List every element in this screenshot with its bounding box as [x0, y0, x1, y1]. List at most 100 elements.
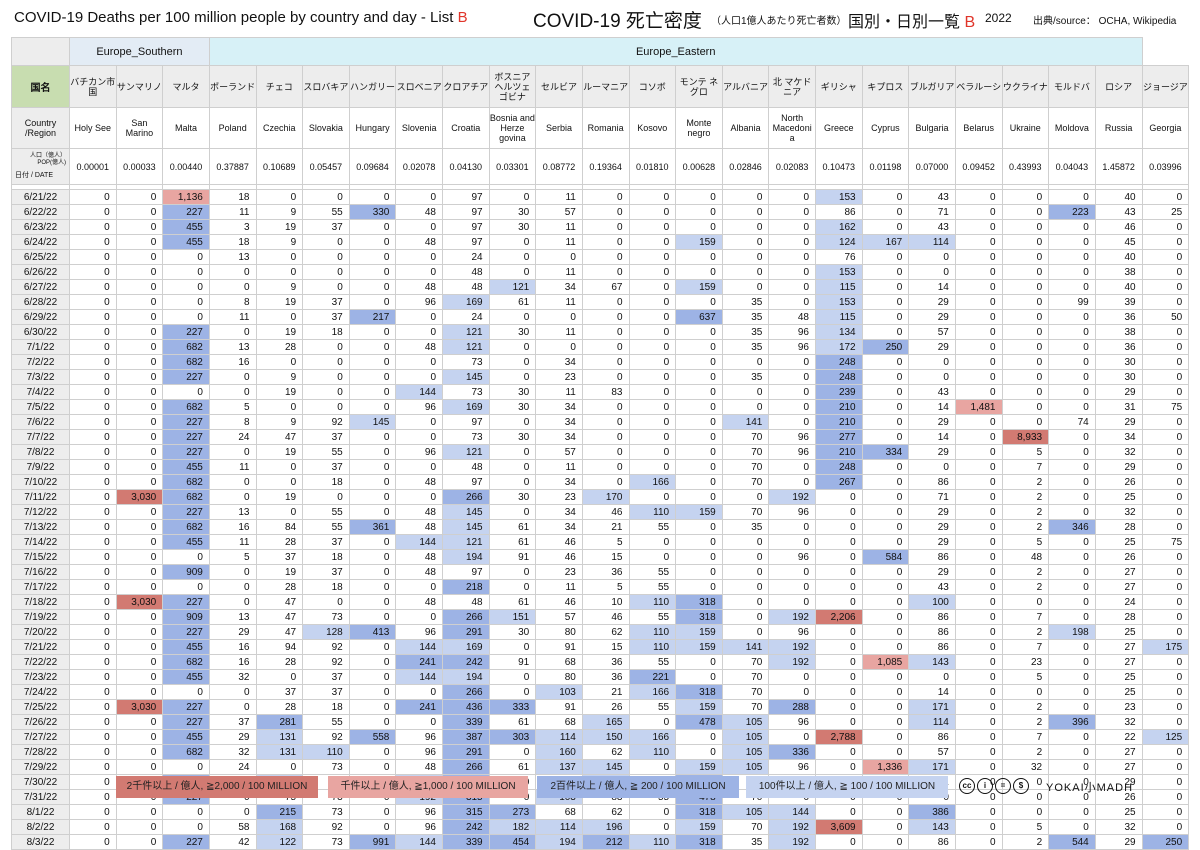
- value-cell: 0: [768, 579, 816, 595]
- value-cell: 0: [954, 639, 1003, 655]
- value-cell: 0: [861, 414, 910, 430]
- value-cell: 18: [302, 324, 350, 340]
- value-cell: 0: [1141, 369, 1190, 385]
- value-cell: 2: [1001, 834, 1050, 850]
- value-cell: 23: [1001, 654, 1050, 670]
- value-cell: 0: [768, 564, 816, 580]
- value-cell: 0: [302, 399, 350, 415]
- value-cell: 0: [69, 309, 117, 325]
- value-cell: 0: [535, 339, 583, 355]
- value-cell: 0: [1141, 459, 1190, 475]
- country-name-en: Russia: [1094, 107, 1143, 149]
- value-cell: 0: [488, 639, 537, 655]
- value-cell: 67: [581, 279, 630, 295]
- value-cell: 0: [348, 819, 397, 835]
- value-cell: 0: [815, 639, 863, 655]
- label-date: 日付 / DATE: [15, 172, 53, 179]
- value-cell: 0: [768, 474, 816, 490]
- value-cell: 0: [768, 369, 816, 385]
- value-cell: 0: [69, 219, 117, 235]
- value-cell: 0: [721, 204, 770, 220]
- cc-license-icons: cc i = $: [959, 778, 1029, 794]
- value-cell: 46: [1094, 219, 1143, 235]
- value-cell: 0: [348, 279, 397, 295]
- value-cell: 97: [442, 564, 490, 580]
- value-cell: 0: [348, 324, 397, 340]
- value-cell: 43: [1094, 204, 1143, 220]
- value-cell: 0: [69, 654, 117, 670]
- value-cell: 210: [815, 399, 863, 415]
- value-cell: 0: [115, 249, 164, 265]
- value-cell: 0: [721, 189, 770, 205]
- value-cell: 318: [675, 684, 723, 700]
- value-cell: 0: [1048, 549, 1096, 565]
- value-cell: 0: [815, 579, 863, 595]
- value-cell: 0: [628, 429, 677, 445]
- legend-100: 100件以上 / 億人, ≧ 100 / 100 MILLION: [746, 776, 948, 798]
- value-cell: 0: [721, 534, 770, 550]
- value-cell: 114: [535, 729, 583, 745]
- value-cell: 0: [954, 219, 1003, 235]
- value-cell: 991: [348, 834, 397, 850]
- country-name-en: Georgia: [1141, 107, 1190, 149]
- value-cell: 96: [395, 624, 443, 640]
- value-cell: 0: [675, 384, 723, 400]
- value-cell: 175: [1141, 639, 1190, 655]
- value-cell: 0: [581, 264, 630, 280]
- value-cell: 0: [488, 234, 537, 250]
- value-cell: 0: [115, 399, 164, 415]
- value-cell: 0: [1048, 669, 1096, 685]
- value-cell: 153: [815, 264, 863, 280]
- value-cell: 48: [395, 564, 443, 580]
- value-cell: 0: [162, 264, 210, 280]
- value-cell: 196: [581, 819, 630, 835]
- population-value: 0.00628: [675, 148, 723, 185]
- value-cell: 0: [1048, 489, 1096, 505]
- value-cell: 29: [908, 534, 956, 550]
- value-cell: 37: [302, 564, 350, 580]
- value-cell: 0: [954, 264, 1003, 280]
- value-cell: 0: [1141, 819, 1190, 835]
- value-cell: 0: [1048, 699, 1096, 715]
- value-cell: 361: [348, 519, 397, 535]
- value-cell: 0: [69, 699, 117, 715]
- value-cell: 0: [395, 219, 443, 235]
- table-row: 7/9/22 0 0 455 11 0 37 0 0 48 0 11 0 0 0 70 0 248 0 0 0 7 0 29 0: [11, 459, 1190, 475]
- value-cell: 0: [1141, 504, 1190, 520]
- value-cell: 144: [768, 804, 816, 820]
- value-cell: 2: [1001, 519, 1050, 535]
- date-cell: 7/23/22: [11, 669, 70, 685]
- value-cell: 24: [208, 429, 257, 445]
- table-row: 7/23/22 0 0 455 32 0 37 0 144 194 0 80 36 221 0 70 0 0 0 0 0…: [11, 669, 1190, 685]
- value-cell: 0: [954, 654, 1003, 670]
- value-cell: 0: [815, 549, 863, 565]
- value-cell: 0: [208, 444, 257, 460]
- value-cell: 0: [721, 549, 770, 565]
- country-name-jp: アルバニア: [721, 65, 770, 108]
- value-cell: 2: [1001, 744, 1050, 760]
- value-cell: 0: [1141, 339, 1190, 355]
- value-cell: 105: [721, 729, 770, 745]
- value-cell: 0: [1001, 414, 1050, 430]
- deaths-table: Europe_Southern Europe_Eastern 国名 バチカン市国 サンマ…: [11, 37, 1190, 850]
- value-cell: 0: [69, 684, 117, 700]
- value-cell: 0: [1048, 579, 1096, 595]
- value-cell: 92: [302, 654, 350, 670]
- date-cell: 7/9/22: [11, 459, 70, 475]
- country-name-jp: ジョージア: [1141, 65, 1190, 108]
- value-cell: 86: [908, 549, 956, 565]
- value-cell: 217: [348, 309, 397, 325]
- jp-name-row: 国名 バチカン市国 サンマリノ マルタ ポーランド チェコ スロバキア ハンガリー スロベニアク…: [11, 65, 1190, 108]
- table-row: 8/2/22 0 0 0 58 168 92 0 96 242 182 114 196 0 159 70 192…: [11, 819, 1190, 835]
- table-row: 7/24/22 0 0 0 0 37 37 0 0 266 0 103 21 166 318 70 0 0 0 14 0…: [11, 684, 1190, 700]
- value-cell: 0: [768, 399, 816, 415]
- value-cell: 62: [581, 624, 630, 640]
- value-cell: 28: [255, 699, 304, 715]
- date-cell: 7/28/22: [11, 744, 70, 760]
- value-cell: 35: [721, 369, 770, 385]
- value-cell: 0: [1048, 354, 1096, 370]
- value-cell: 303: [488, 729, 537, 745]
- value-cell: 0: [861, 384, 910, 400]
- value-cell: 192: [768, 654, 816, 670]
- date-cell: 6/23/22: [11, 219, 70, 235]
